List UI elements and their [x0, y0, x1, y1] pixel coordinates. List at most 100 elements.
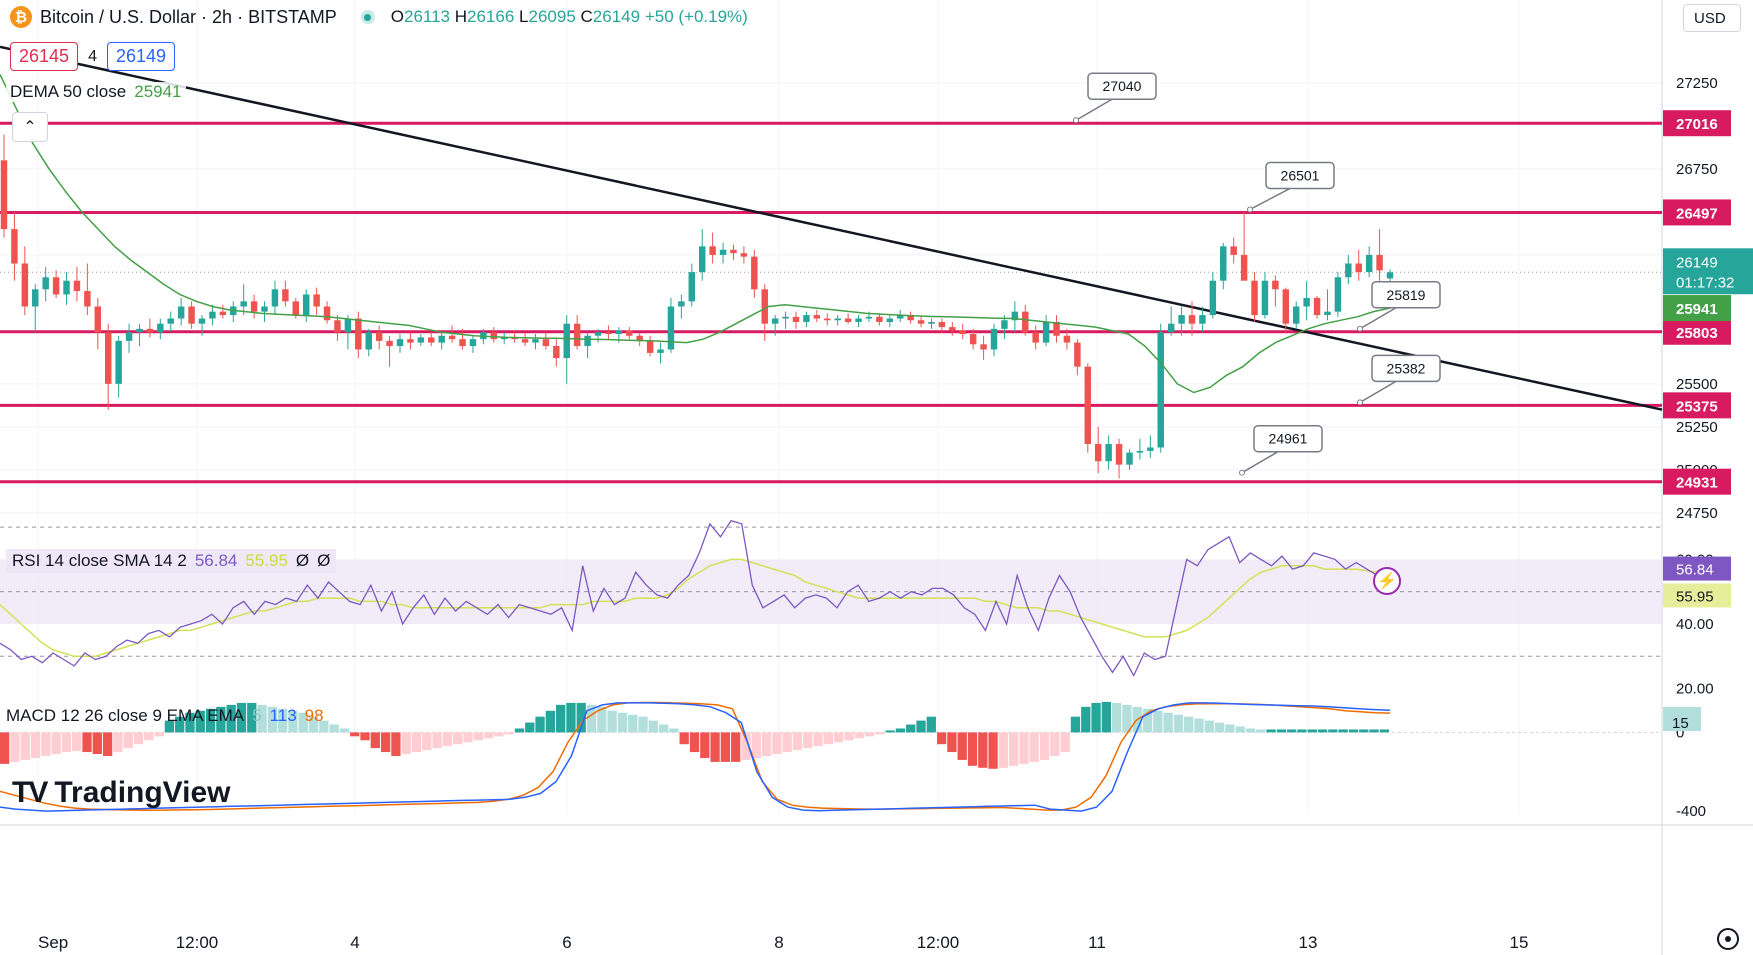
candle — [969, 328, 977, 350]
macd-histogram-bar — [1173, 714, 1184, 733]
currency-selector[interactable]: USD — [1683, 4, 1741, 32]
macd-histogram-bar — [442, 732, 453, 747]
macd-histogram-bar — [411, 732, 422, 753]
macd-histogram-bar — [1039, 732, 1050, 760]
price-callout: 27040 — [1073, 72, 1157, 124]
candle-body — [1042, 321, 1050, 343]
macd-hist-badge — [1663, 707, 1701, 731]
collapse-legend-button[interactable]: ⌃ — [12, 112, 48, 142]
candle — [1147, 435, 1154, 458]
candle — [761, 284, 768, 341]
rsi-legend[interactable]: RSI 14 close SMA 14 2 56.84 55.95 Ø Ø — [6, 549, 337, 573]
symbol-title[interactable]: Bitcoin / U.S. Dollar · 2h · BITSTAMP — [40, 6, 337, 27]
sell-button[interactable]: 26145 — [10, 42, 79, 71]
buy-button[interactable]: 26149 — [106, 42, 176, 71]
candle-body — [938, 321, 946, 328]
bar-countdown-label: 01:17:32 — [1676, 274, 1734, 291]
time-axis-label: 13 — [1299, 933, 1318, 952]
macd-histogram-bar — [360, 732, 370, 741]
macd-histogram-bar — [1091, 702, 1101, 733]
candle-body — [761, 289, 768, 324]
macd-histogram-bar — [885, 730, 895, 733]
macd-histogram-bar — [535, 716, 545, 733]
candle — [1074, 339, 1081, 376]
macd-histogram-bar — [226, 704, 236, 733]
macd-legend[interactable]: MACD 12 26 close 9 EMA EMA 5 113 98 — [6, 706, 324, 726]
candle-body — [553, 346, 560, 359]
candle-body — [521, 339, 529, 343]
macd-histogram-bar — [205, 708, 216, 733]
candle-body — [740, 253, 748, 257]
candle — [1188, 301, 1196, 336]
candle — [1355, 249, 1362, 281]
macd-histogram-bar — [1194, 718, 1204, 733]
macd-histogram-bar — [844, 732, 854, 741]
macd-histogram-bar — [1070, 716, 1081, 733]
candle — [386, 335, 393, 367]
macd-histogram-bar — [1050, 732, 1060, 756]
candle-body — [282, 289, 289, 302]
candle-body — [417, 337, 425, 343]
candle — [1220, 242, 1227, 290]
tradingview-logo[interactable]: TV TradingView — [12, 776, 231, 810]
macd-histogram-bar — [525, 722, 535, 733]
level-badge — [1663, 392, 1731, 419]
macd-histogram-bar — [617, 712, 628, 733]
callout-connector — [1359, 307, 1397, 330]
callout-anchor — [1247, 206, 1253, 213]
candle — [605, 325, 612, 340]
candle — [209, 304, 216, 326]
macd-histogram-bar — [556, 704, 566, 733]
candle-body — [459, 339, 466, 347]
callout-connector — [1249, 187, 1291, 211]
price-axis-tick: 26750 — [1676, 161, 1718, 178]
macd-signal-value: 98 — [304, 706, 324, 725]
dema-legend[interactable]: DEMA 50 close 25941 — [6, 82, 186, 102]
candle — [365, 328, 372, 357]
candle-body — [928, 321, 935, 324]
macd-histogram-bar — [267, 706, 277, 733]
macd-histogram-bar — [504, 732, 514, 735]
candle-body — [271, 289, 279, 307]
candle-body — [104, 332, 112, 384]
macd-histogram-bar — [195, 710, 205, 733]
macd-histogram-bar — [61, 732, 72, 753]
candle-body — [1365, 254, 1373, 273]
level-badge-label: 25375 — [1676, 398, 1718, 415]
candle-body — [167, 318, 174, 324]
macd-histogram-bar — [1214, 722, 1225, 733]
callout-anchor — [1357, 325, 1363, 332]
candle-body — [563, 323, 570, 359]
macd-histogram-bar — [175, 716, 185, 733]
candle-body — [1001, 320, 1008, 329]
candle-body — [438, 335, 445, 343]
candle — [949, 321, 956, 336]
price-change: +50 (+0.19%) — [644, 7, 748, 26]
candle — [636, 332, 643, 347]
candle — [1282, 287, 1290, 333]
candle — [1042, 315, 1050, 347]
settings-icon[interactable] — [1717, 928, 1739, 950]
rsi-sma-line — [0, 558, 1389, 658]
candle — [136, 323, 143, 347]
macd-histogram-bar — [1276, 729, 1287, 733]
rsi-axis-tick: 20.00 — [1676, 681, 1714, 698]
macd-histogram-bar — [648, 720, 658, 733]
candle-body — [84, 291, 91, 307]
candle-body — [292, 301, 300, 316]
macd-histogram-bar — [1359, 729, 1369, 733]
macd-histogram-bar — [545, 710, 555, 733]
candle-body — [1157, 332, 1164, 448]
level-badge-label: 25803 — [1676, 325, 1718, 342]
rsi-badge — [1663, 556, 1731, 581]
lightning-icon[interactable]: ⚡ — [1373, 567, 1401, 595]
level-badge-label: 24931 — [1676, 475, 1718, 492]
candle-body — [11, 229, 18, 264]
candle-body — [542, 339, 550, 347]
macd-histogram-bar — [144, 732, 154, 741]
macd-histogram-bar — [453, 732, 463, 745]
macd-histogram-bar — [947, 732, 957, 753]
chevron-up-icon: ⌃ — [23, 119, 37, 136]
candle — [1084, 363, 1092, 453]
